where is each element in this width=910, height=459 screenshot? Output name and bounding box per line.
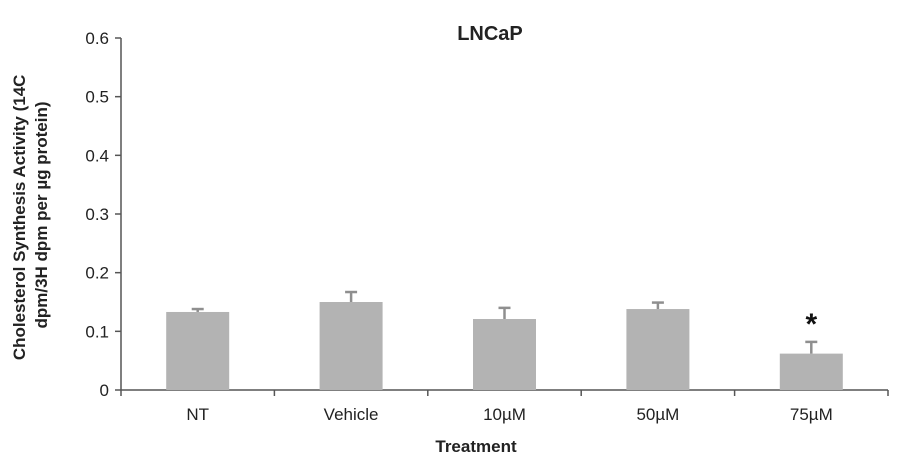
y-tick-label: 0.1 xyxy=(85,322,109,341)
bar-75µM xyxy=(779,353,843,390)
x-tick-label: NT xyxy=(186,405,209,424)
y-tick-label: 0.5 xyxy=(85,88,109,107)
y-tick-label: 0.4 xyxy=(85,146,109,165)
x-tick-label: Vehicle xyxy=(324,405,379,424)
y-axis-ticks: 0 0.1 0.2 0.3 0.4 0.5 0.6 xyxy=(85,29,121,400)
bar-10µM xyxy=(473,319,536,390)
y-tick-label: 0.6 xyxy=(85,29,109,48)
y-axis-title-line-1: Cholesterol Synthesis Activity (14C xyxy=(10,75,29,361)
x-axis-ticks: NT Vehicle 10µM 50µM 75µM xyxy=(120,390,889,424)
y-axis-title: Cholesterol Synthesis Activity (14C dpm/… xyxy=(10,70,51,360)
annotations: * xyxy=(805,308,817,341)
significance-marker: * xyxy=(805,308,817,341)
x-axis-title: Treatment xyxy=(435,437,517,456)
x-tick-label: 50µM xyxy=(636,405,679,424)
x-tick-label: 10µM xyxy=(483,405,526,424)
y-tick-label: 0 xyxy=(100,381,109,400)
bar-series xyxy=(166,290,843,390)
bar-50µM xyxy=(626,309,690,390)
x-tick-label: 75µM xyxy=(790,405,833,424)
y-tick-label: 0.3 xyxy=(85,205,109,224)
chart-title: LNCaP xyxy=(457,23,523,45)
y-tick-label: 0.2 xyxy=(85,264,109,283)
bar-Vehicle xyxy=(319,302,383,390)
y-axis-title-line-2: dpm/3H dpm per µg protein) xyxy=(32,101,51,328)
bar-NT xyxy=(166,311,230,390)
